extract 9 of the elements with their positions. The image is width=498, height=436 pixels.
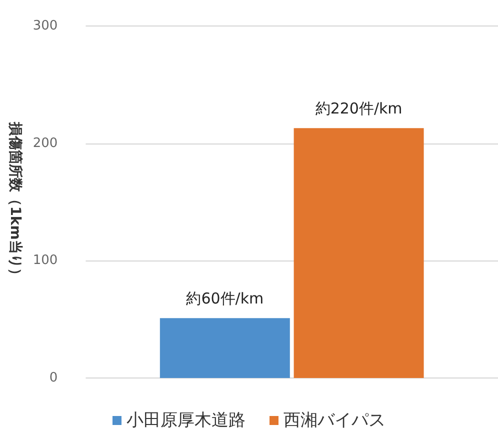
y-tick-label: 200 bbox=[32, 136, 58, 151]
data-label: 約60件/km bbox=[186, 290, 264, 308]
y-axis-title: 損傷箇所数（1km当り） bbox=[7, 121, 23, 282]
y-tick-label: 0 bbox=[49, 370, 58, 386]
legend-label: 小田原厚木道路 bbox=[126, 410, 246, 430]
y-tick-label: 300 bbox=[32, 18, 58, 34]
y-tick-label: 100 bbox=[32, 253, 58, 268]
legend-label: 西湘バイパス bbox=[284, 410, 386, 430]
data-label: 約220件/km bbox=[315, 100, 402, 118]
